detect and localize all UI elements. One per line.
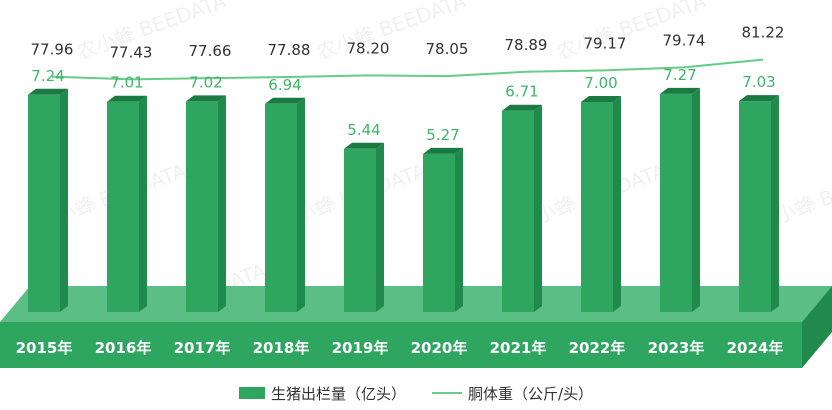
bar-front	[581, 102, 613, 312]
bar-top	[502, 104, 542, 111]
bar	[423, 147, 463, 312]
bar-value-label: 7.02	[189, 73, 222, 91]
bar-value-label: 6.71	[505, 83, 538, 101]
line-value-label: 79.17	[584, 34, 627, 52]
x-tick-label: 2024年	[727, 339, 784, 357]
x-tick-label: 2019年	[332, 339, 389, 357]
bar-series	[28, 87, 779, 313]
legend-label-bar: 生猪出栏量（亿头）	[270, 384, 406, 403]
line-data-labels: 77.96 77.43 77.66 77.88 78.20 78.05 78.89 79.17…	[31, 24, 785, 62]
line-value-label: 81.22	[742, 24, 785, 42]
line-value-label: 77.43	[110, 43, 153, 61]
bar-value-label: 7.03	[742, 73, 775, 91]
x-tick-label: 2022年	[569, 339, 626, 357]
bar	[581, 96, 621, 312]
legend-item-line: 胴体重（公斤/头）	[431, 383, 594, 404]
x-tick-label: 2017年	[174, 339, 231, 357]
line-series	[51, 58, 764, 81]
bar	[265, 97, 305, 312]
bar-value-label: 5.44	[347, 121, 380, 139]
bar-front	[739, 101, 771, 312]
x-tick-label: 2018年	[253, 339, 310, 357]
bar-front	[344, 148, 376, 312]
x-tick-label: 2015年	[16, 339, 73, 357]
x-tick-label: 2020年	[411, 339, 468, 357]
bar-value-label: 7.24	[31, 67, 64, 85]
bar-value-label: 7.27	[663, 66, 696, 84]
bar-top	[107, 95, 147, 102]
bar-side	[771, 95, 779, 312]
bar-front	[186, 101, 218, 313]
legend-swatch-line	[431, 392, 462, 394]
bar-side	[218, 95, 226, 313]
bar-side	[455, 147, 463, 312]
bar-data-labels: 7.24 7.01 7.02 6.94 5.44 5.27 6.71 7.00 7.27 7.03	[31, 66, 775, 144]
bar-value-label: 6.94	[268, 76, 301, 94]
bar-side	[376, 142, 384, 312]
bar-front	[502, 110, 534, 312]
bar-front	[423, 153, 455, 312]
bar	[28, 88, 68, 312]
bar-side	[692, 87, 700, 313]
line-value-label: 78.89	[505, 36, 548, 54]
x-tick-label: 2021年	[490, 339, 547, 357]
bar-front	[107, 101, 139, 312]
floor-side	[802, 286, 832, 368]
bar-top	[28, 88, 68, 95]
bar-top	[581, 96, 621, 102]
bar-side	[534, 104, 542, 312]
line-path	[51, 58, 764, 81]
bar-side	[139, 95, 147, 312]
legend-swatch-bar	[238, 387, 265, 399]
bar-side	[297, 97, 305, 312]
bar-value-label: 5.27	[426, 126, 459, 144]
legend: 生猪出栏量（亿头） 胴体重（公斤/头）	[0, 380, 832, 406]
bar-top	[660, 87, 700, 94]
line-value-label: 77.66	[189, 42, 232, 60]
legend-label-line: 胴体重（公斤/头）	[467, 384, 594, 403]
bar-side	[60, 88, 68, 312]
line-value-label: 78.20	[347, 39, 390, 57]
bar	[186, 95, 226, 313]
legend-item-bar: 生猪出栏量（亿头）	[238, 383, 406, 404]
bar-front	[265, 103, 297, 312]
line-value-label: 77.96	[31, 41, 74, 59]
bar-side	[613, 96, 621, 312]
bar	[107, 95, 147, 312]
bar-top	[739, 95, 779, 102]
x-tick-label: 2016年	[95, 339, 152, 357]
bar	[660, 87, 700, 313]
bar-front	[28, 94, 60, 312]
bar-top	[186, 95, 226, 102]
bar	[739, 95, 779, 312]
bar-top	[423, 147, 463, 154]
line-value-label: 78.05	[426, 40, 469, 58]
bar-value-label: 7.01	[110, 74, 143, 92]
line-value-label: 77.88	[268, 41, 311, 59]
x-tick-label: 2023年	[648, 339, 705, 357]
bar-value-label: 7.00	[584, 74, 617, 92]
bar-front	[660, 93, 692, 313]
floor-front	[0, 322, 802, 368]
bar	[502, 104, 542, 312]
bar	[344, 142, 384, 312]
x-tick-labels: 2015年 2016年 2017年 2018年 2019年 2020年 2021年 2022年…	[16, 339, 784, 357]
bar-top	[344, 142, 384, 149]
bar-top	[265, 97, 305, 104]
line-value-label: 79.74	[663, 31, 706, 49]
